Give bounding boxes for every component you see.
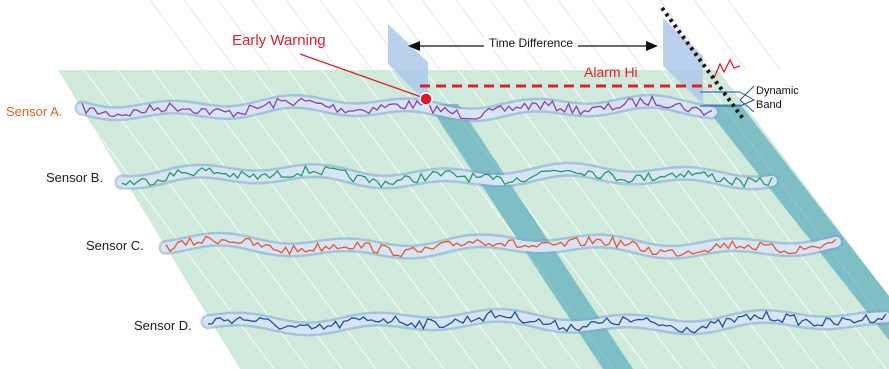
- time-slice-plane-early: [428, 104, 633, 369]
- ground-plane: [58, 70, 889, 369]
- sensor-c-label: Sensor C.: [86, 238, 144, 253]
- sensor-b-label: Sensor B.: [46, 170, 104, 185]
- time-slice-flag-early: [388, 24, 428, 104]
- band-tube: [77, 96, 717, 121]
- time-slice-flag-late: [663, 18, 703, 104]
- sensor-signal-trace: [121, 164, 773, 189]
- sensor-a-label: Sensor A.: [6, 104, 63, 119]
- sensor-d-label: Sensor D.: [134, 318, 192, 333]
- band-tube: [203, 310, 889, 335]
- sensor-tubes: [74, 93, 889, 337]
- sensor-signal-trace: [207, 309, 887, 334]
- band-tube: [117, 164, 777, 189]
- early-warning-label: Early Warning: [232, 32, 326, 49]
- threshold-boundary: [660, 6, 746, 122]
- dynamic-band-label: Dynamic Band: [756, 85, 799, 111]
- band-tube: [161, 234, 841, 258]
- early-warning-marker: [299, 53, 433, 106]
- alarm-hi-label: Alarm Hi: [584, 64, 638, 80]
- sensor-signal-trace: [165, 235, 837, 258]
- sensor-signal-trace: [81, 95, 713, 120]
- alarm-spike-trace: [713, 58, 741, 79]
- time-difference-label: Time Difference: [484, 36, 579, 50]
- time-slice-plane-late: [703, 104, 889, 340]
